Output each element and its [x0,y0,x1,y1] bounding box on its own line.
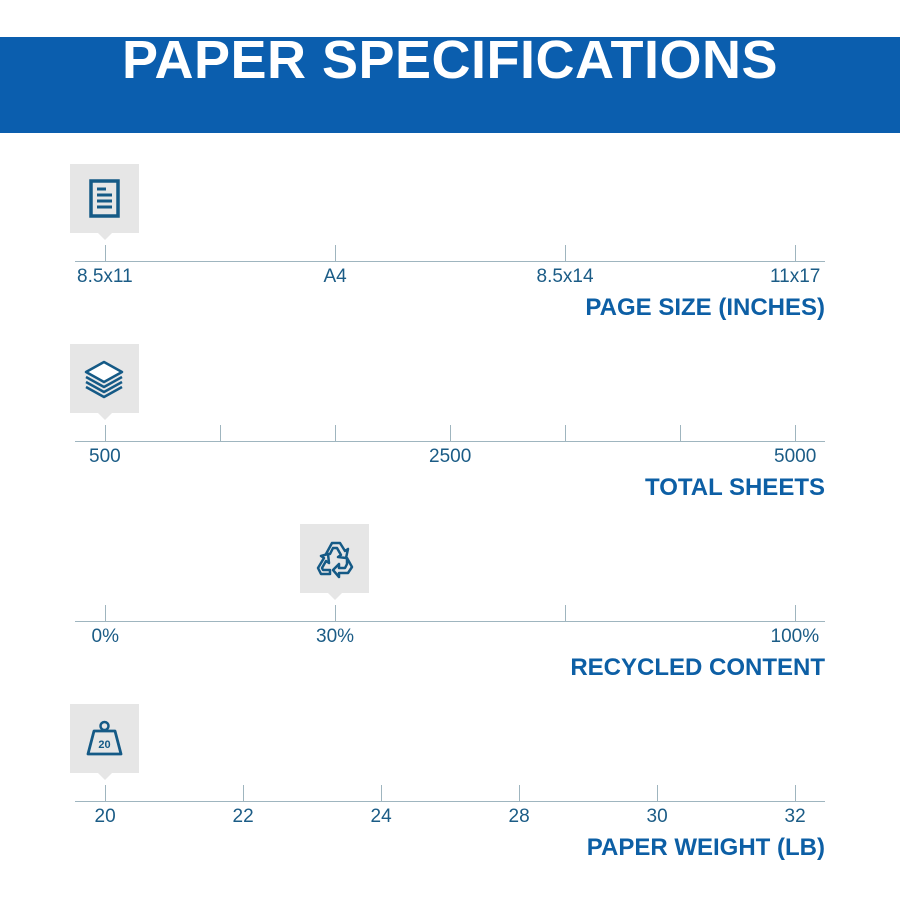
scale-label: 8.5x14 [536,266,594,287]
scale-tick [105,785,106,801]
scale-tick [795,425,796,441]
spec-page-size: PAGE SIZE (INCHES) 8.5x11 A4 8.5x14 11x17 [0,160,900,340]
weight-icon: 20 [86,720,123,756]
spec-title: TOTAL SHEETS [644,474,825,501]
scale-label: 0% [91,626,119,647]
scale-tick [220,425,221,441]
scale-label: A4 [323,266,347,287]
header-banner: PAPER SPECIFICATIONS [0,30,900,133]
scale-tick [450,425,451,441]
paper-weight-marker: 20 [70,704,139,780]
scale-tick [795,245,796,261]
scale-tick [243,785,244,801]
scale-label: 22 [232,806,254,827]
paper-stack-icon [84,360,124,399]
scale-label: 28 [508,806,530,827]
scale-tick [680,425,681,441]
spec-recycled-content: RECYCLED CONTENT 0% 30% 100% [0,520,900,700]
scale-label: 100% [770,626,820,647]
recycled-content-marker [300,524,369,600]
total-sheets-marker [70,344,139,420]
scale-tick [105,245,106,261]
page-title: PAPER SPECIFICATIONS [121,30,779,90]
scale-label: 2500 [429,446,472,467]
scale-label: 32 [784,806,806,827]
scale-tick [335,605,336,621]
spec-paper-weight: 20 PAPER WEIGHT (LB) 20 22 24 28 30 32 [0,700,900,880]
scale-label: 30 [646,806,668,827]
spec-scale-axis [75,801,825,802]
scale-tick [565,245,566,261]
scale-tick [795,605,796,621]
scale-tick [105,425,106,441]
scale-label: 5000 [774,446,817,467]
scale-label: 500 [89,446,121,467]
scale-tick [657,785,658,801]
spec-title: RECYCLED CONTENT [570,654,825,681]
scale-tick [381,785,382,801]
scale-tick [565,605,566,621]
spec-title: PAPER WEIGHT (LB) [586,834,825,861]
weight-icon-text: 20 [98,739,110,751]
page-size-marker [70,164,139,240]
scale-tick [105,605,106,621]
scale-tick [335,425,336,441]
spec-total-sheets: TOTAL SHEETS 500 2500 5000 [0,340,900,520]
spec-scale-axis [75,441,825,442]
scale-label: 8.5x11 [77,266,133,287]
scale-tick [519,785,520,801]
scale-tick [335,245,336,261]
scale-label: 20 [94,806,116,827]
scale-label: 30% [316,626,355,647]
scale-label: 11x17 [770,266,821,287]
scale-label: 24 [370,806,392,827]
spec-title: PAGE SIZE (INCHES) [585,294,825,321]
document-icon [89,179,120,218]
spec-scale-axis [75,621,825,622]
recycle-icon [316,541,354,579]
scale-tick [795,785,796,801]
spec-scale-axis [75,261,825,262]
scale-tick [565,425,566,441]
